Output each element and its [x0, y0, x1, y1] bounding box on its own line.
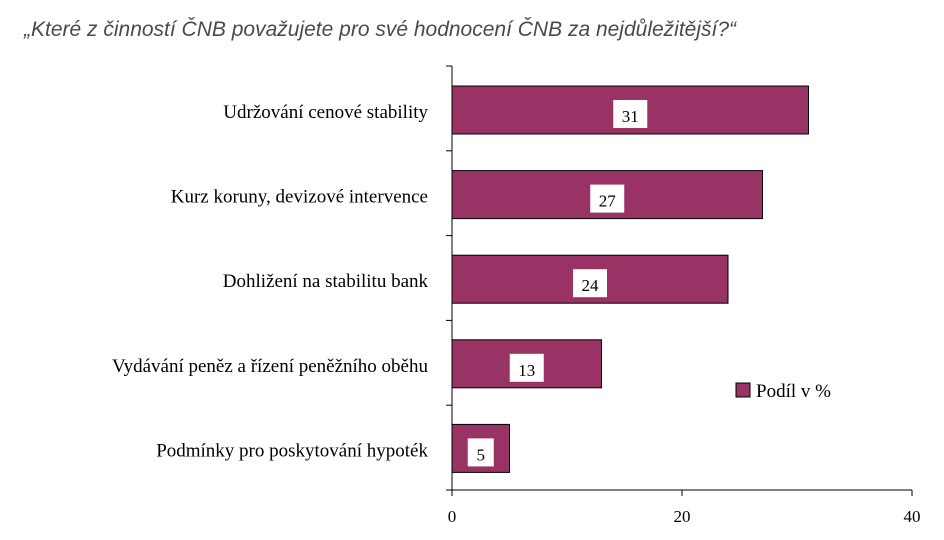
- data-label-box: [590, 184, 625, 213]
- data-label-box: [573, 269, 607, 298]
- x-tick-label: 20: [674, 507, 691, 526]
- data-label-box: [467, 438, 494, 467]
- legend-swatch: [735, 382, 751, 398]
- category-label: Dohližení na stabilitu bank: [223, 271, 429, 292]
- category-labels: Udržování cenové stability Kurz koruny, d…: [112, 102, 429, 461]
- category-label: Udržování cenové stability: [223, 102, 428, 123]
- category-label: Vydávání peněz a řízení peněžního oběhu: [112, 356, 429, 377]
- data-label: 27: [599, 192, 617, 211]
- data-label: 31: [622, 107, 639, 126]
- chart-title: „Které z činností ČNB považujete pro své…: [23, 18, 737, 41]
- x-tick-label: 40: [904, 507, 921, 526]
- category-label: Kurz koruny, devizové intervence: [171, 187, 428, 208]
- data-label-box: [509, 353, 544, 382]
- legend: Podíl v %: [735, 381, 831, 402]
- data-label: 5: [477, 445, 486, 464]
- x-tick-label: 0: [448, 507, 457, 526]
- data-label: 24: [582, 276, 600, 295]
- data-label-box: [613, 100, 648, 128]
- bar-series: 31 27 24 13 5: [451, 85, 809, 473]
- data-label: 13: [518, 361, 535, 380]
- category-label: Podmínky pro poskytování hypoték: [156, 440, 428, 461]
- legend-label: Podíl v %: [756, 381, 831, 402]
- x-tick-labels: 0 20 40: [448, 507, 921, 526]
